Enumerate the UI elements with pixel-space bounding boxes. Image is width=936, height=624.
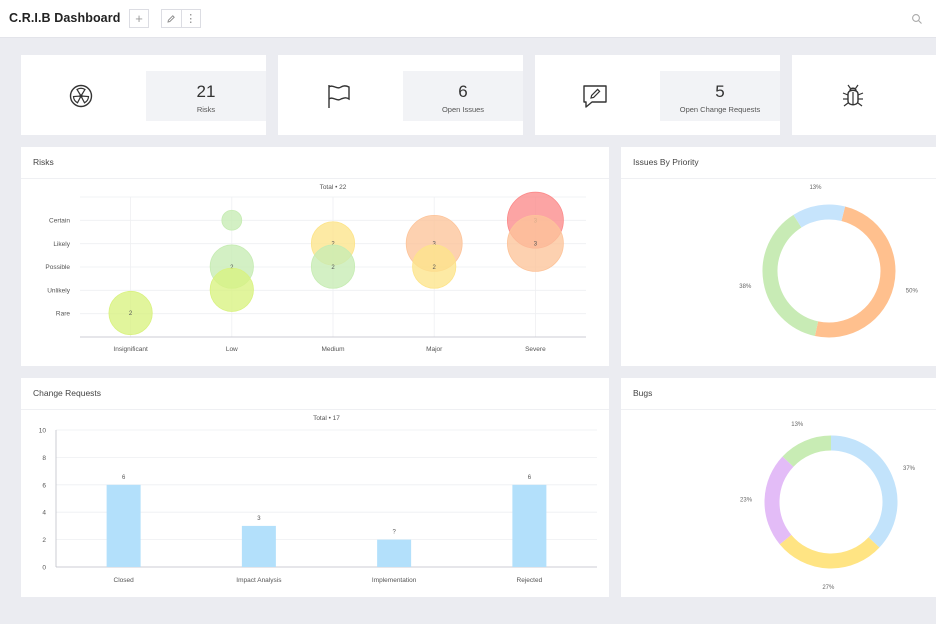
bubble [108, 290, 153, 336]
kpi-label: Open Change Requests [679, 105, 761, 114]
bar [241, 525, 276, 567]
panel-title: Bugs [633, 388, 653, 398]
donut-slice [779, 534, 880, 569]
kpi-value: 5 [715, 82, 725, 101]
plus-icon: + [135, 11, 143, 26]
bubble [507, 215, 564, 272]
bar-value-label: 6 [122, 475, 126, 481]
chart-subtitle: Total • 22 [320, 184, 347, 191]
slice-label: 27% [822, 585, 835, 591]
panel-title: Risks [33, 157, 54, 167]
bubble [221, 209, 243, 231]
more-options-button[interactable]: ⋮ [180, 10, 201, 27]
slice-label: 37% [903, 466, 916, 472]
y-tick-label: 2 [42, 537, 46, 544]
y-tick-label: Possible [45, 264, 70, 271]
bubble [412, 244, 457, 289]
bar [106, 484, 141, 567]
bubble-label: 2 [129, 311, 133, 317]
donut-slice [782, 435, 832, 467]
kpi-label: Open Issues [441, 105, 485, 114]
radiation-icon [69, 84, 93, 108]
panel-title: Change Requests [33, 388, 102, 398]
edit-toolbar: ⋮ [161, 9, 201, 28]
donut-slice [793, 204, 846, 228]
donut-slice [814, 206, 896, 338]
page-title: C.R.I.B Dashboard [9, 11, 121, 25]
y-tick-label: 0 [42, 565, 46, 572]
bugs-panel: Bugs 37% 27% 23% 13% [621, 378, 936, 597]
bar-value-label: ? [392, 530, 396, 536]
kpi-card-open-change-requests[interactable]: 5 Open Change Requests [535, 55, 780, 135]
divider [621, 178, 936, 179]
kpi-value-box: 5 Open Change Requests [660, 71, 780, 121]
slice-label: 13% [791, 422, 804, 428]
x-tick-label: Major [426, 346, 443, 353]
x-tick-label: Severe [525, 346, 546, 353]
y-tick-label: 10 [39, 428, 47, 435]
search-icon[interactable] [911, 13, 923, 25]
bugs-donut-chart: 37% 27% 23% 13% [740, 422, 916, 591]
y-tick-label: 4 [42, 510, 46, 517]
kpi-value: 21 [196, 82, 216, 101]
donut-slice [764, 456, 794, 545]
issues-by-priority-panel: Issues By Priority 50% 38% 13% [621, 147, 936, 366]
y-tick-label: Rare [56, 311, 70, 318]
y-tick-label: Unlikely [47, 287, 71, 294]
divider [621, 409, 936, 410]
edit-dashboard-button[interactable] [162, 10, 181, 27]
kebab-icon: ⋮ [185, 13, 197, 25]
donut-slice [830, 435, 898, 548]
y-tick-label: 8 [42, 455, 46, 462]
bar [377, 539, 412, 567]
kpi-label: Risks [196, 105, 216, 114]
bubble [209, 267, 254, 312]
divider [21, 409, 609, 410]
x-tick-label: Low [226, 346, 238, 353]
x-tick-label: Medium [321, 346, 344, 353]
bug-icon [842, 84, 864, 107]
bubble-label: 2 [331, 265, 335, 271]
chart-subtitle: Total • 17 [313, 415, 340, 422]
kpi-card-risks[interactable]: 21 Risks [21, 55, 266, 135]
issues-donut-chart: 50% 38% 13% [739, 185, 919, 338]
kpi-value-box: 6 Open Issues [403, 71, 523, 121]
x-tick-label: Closed [114, 577, 135, 584]
bubble-label: 2 [433, 265, 437, 271]
slice-label: 50% [906, 288, 919, 294]
y-tick-label: 6 [42, 482, 46, 489]
pencil-icon [167, 14, 176, 23]
bubble-label: 3 [534, 242, 538, 248]
change-requests-bar-chart: Total • 17 0 2 4 6 8 10 6 Closed 3 Impact Analysis… [39, 415, 597, 584]
add-widget-button[interactable]: + [129, 9, 149, 28]
slice-label: 23% [740, 497, 753, 503]
change-requests-panel: Change Requests Total • 17 0 2 4 6 8 10 6 Closed… [21, 378, 609, 597]
top-bar: C.R.I.B Dashboard + ⋮ [0, 0, 936, 38]
x-tick-label: Implementation [372, 577, 417, 584]
flag-icon [328, 85, 350, 108]
y-tick-label: Likely [53, 241, 70, 248]
slice-label: 38% [739, 284, 752, 290]
x-tick-label: Rejected [517, 577, 543, 584]
kpi-value-box: 21 Risks [146, 71, 266, 121]
bar-value-label: 6 [528, 475, 532, 481]
slice-label: 13% [809, 185, 822, 191]
y-tick-label: Certain [49, 218, 70, 225]
divider [21, 178, 609, 179]
donut-slice [762, 214, 819, 336]
x-tick-label: Insignificant [113, 346, 148, 353]
panel-title: Issues By Priority [633, 157, 699, 167]
risks-bubble-chart: Total • 22 Insignificant Low Medium Major Sev… [45, 184, 586, 353]
bar-value-label: 3 [257, 516, 261, 522]
bubble [310, 244, 356, 289]
risks-panel: Risks Total • 22 Insignificant Low Medium Ma… [21, 147, 609, 366]
kpi-value: 6 [458, 82, 468, 101]
kpi-card-bugs[interactable] [792, 55, 936, 135]
kpi-card-open-issues[interactable]: 6 Open Issues [278, 55, 523, 135]
bar [512, 484, 547, 567]
x-tick-label: Impact Analysis [236, 577, 282, 584]
edit-message-icon [583, 85, 607, 108]
